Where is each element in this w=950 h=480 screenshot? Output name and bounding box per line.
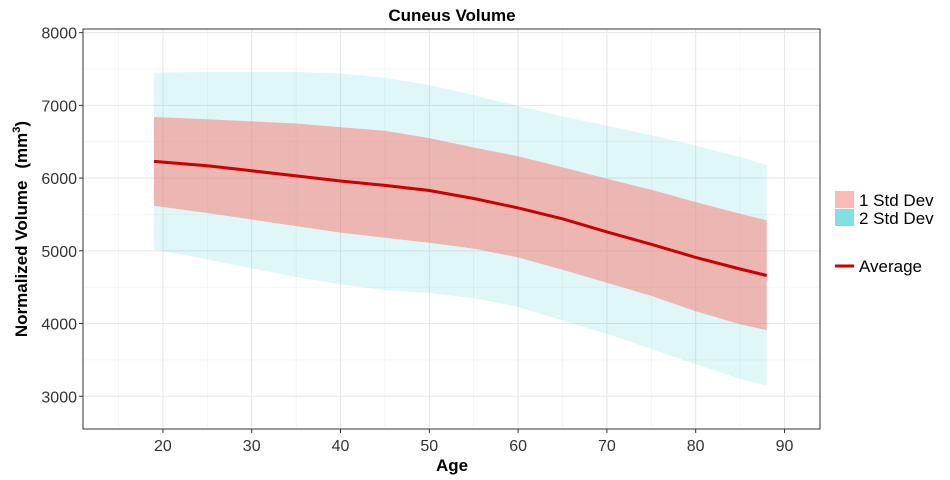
x-tick-label: 70 <box>598 438 616 455</box>
legend-swatch-1sd <box>835 191 854 208</box>
y-tick-label: 8000 <box>41 26 77 43</box>
x-tick-label: 90 <box>776 438 794 455</box>
x-tick-label: 20 <box>154 438 172 455</box>
chart-title: Cuneus Volume <box>388 6 515 25</box>
y-axis-title-main: Normalized Volume <box>12 181 31 338</box>
y-axis-title-unit-exponent: 3 <box>11 127 23 133</box>
x-axis: 20 30 40 50 60 70 80 90 <box>154 429 793 455</box>
legend-swatch-2sd <box>835 209 854 226</box>
band-1sd <box>154 117 767 331</box>
y-tick-label: 5000 <box>41 244 77 261</box>
y-tick-label: 3000 <box>41 389 77 406</box>
plot-area <box>82 28 821 430</box>
legend-label-2sd: 2 Std Dev <box>859 209 934 228</box>
x-tick-label: 50 <box>420 438 438 455</box>
y-axis: 3000 4000 5000 6000 7000 8000 <box>41 26 83 406</box>
y-tick-label: 4000 <box>41 317 77 334</box>
x-tick-label: 80 <box>687 438 705 455</box>
y-tick-label: 7000 <box>41 98 77 115</box>
plot-border <box>82 28 821 430</box>
x-tick-label: 30 <box>243 438 261 455</box>
average-line <box>153 159 768 277</box>
x-tick-label: 60 <box>509 438 527 455</box>
x-axis-title: Age <box>436 456 468 475</box>
y-tick-label: 6000 <box>41 171 77 188</box>
legend: 1 Std Dev 2 Std Dev Average <box>835 191 934 276</box>
y-axis-title-unit: (mm <box>12 133 31 169</box>
y-axis-title: Normalized Volume (mm3) <box>11 121 31 337</box>
y-axis-title-unit-close: ) <box>12 121 31 127</box>
x-tick-label: 40 <box>332 438 350 455</box>
legend-label-average: Average <box>859 257 922 276</box>
grid-major <box>83 29 820 429</box>
legend-label-1sd: 1 Std Dev <box>859 191 934 210</box>
